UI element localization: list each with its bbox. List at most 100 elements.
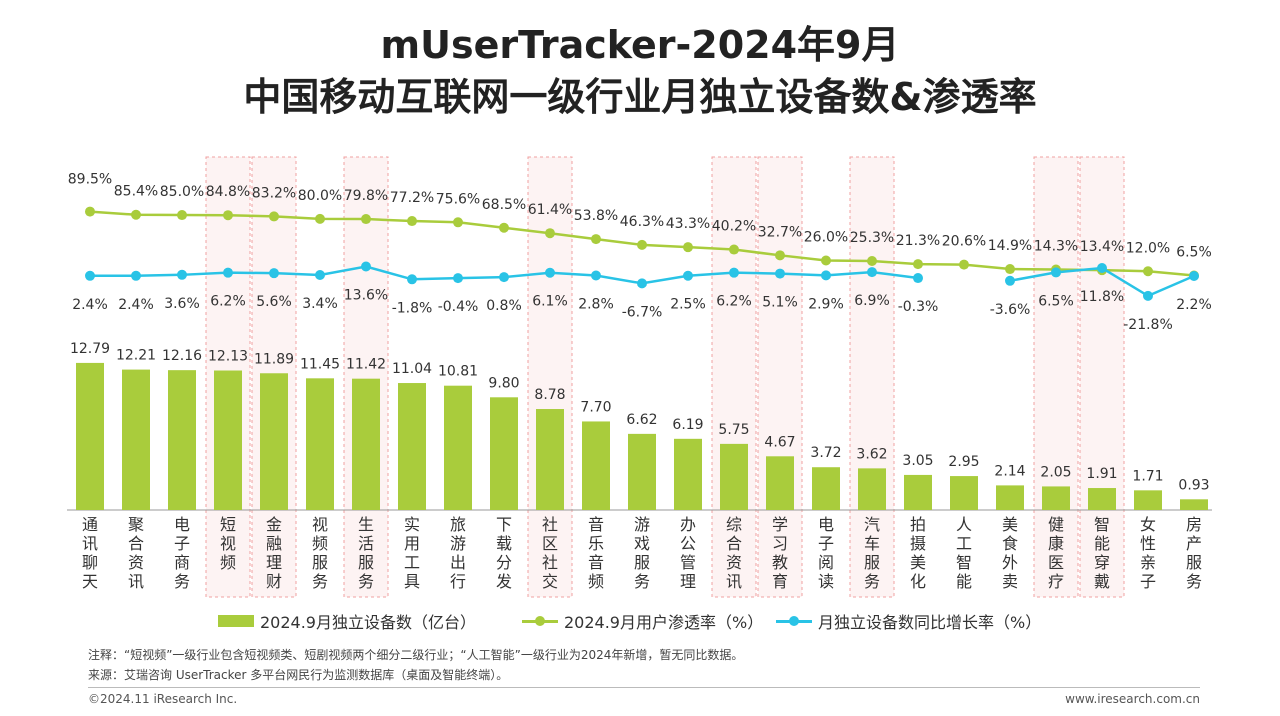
bar [720, 443, 748, 510]
category-label: 实用工具 [404, 515, 420, 591]
penetration-point [545, 228, 555, 239]
category-label: 综合资讯 [726, 515, 742, 591]
bar-value-label: 12.21 [116, 348, 156, 364]
penetration-point [223, 210, 233, 221]
category-label: 办公管理 [680, 515, 696, 591]
growth-value-label: 2.8% [578, 296, 614, 312]
category-label: 女性亲子 [1140, 515, 1156, 591]
highlight-box [1033, 156, 1079, 598]
chart-legend: 2024.9月独立设备数（亿台） 2024.9月用户渗透率（%） 月独立设备数同… [0, 608, 1280, 634]
bar-value-label: 11.42 [346, 357, 386, 373]
bar-value-label: 11.89 [254, 351, 294, 367]
bar-value-label: 10.81 [438, 364, 478, 380]
growth-value-label: -21.8% [1123, 317, 1173, 333]
growth-value-label: 6.5% [1038, 293, 1074, 309]
growth-point [1097, 263, 1107, 274]
bar-value-label: 2.14 [994, 463, 1025, 479]
growth-value-label: -6.7% [622, 304, 663, 320]
bar-value-label: 6.62 [626, 412, 657, 428]
penetration-value-label: 26.0% [804, 229, 848, 245]
penetration-value-label: 20.6% [942, 234, 986, 250]
penetration-value-label: 77.2% [390, 190, 434, 206]
penetration-value-label: 6.5% [1176, 244, 1212, 260]
bar-value-label: 1.71 [1132, 468, 1163, 484]
bar [122, 369, 150, 510]
penetration-point [959, 259, 969, 270]
penetration-value-label: 89.5% [68, 172, 112, 188]
growth-value-label: -3.6% [990, 302, 1031, 318]
highlight-box [343, 156, 389, 598]
bar [858, 468, 886, 510]
chart-title-line2: 中国移动互联网一级行业月独立设备数&渗透率 [243, 75, 1037, 119]
penetration-point [775, 250, 785, 261]
growth-value-label: -1.8% [392, 300, 433, 316]
bar-value-label: 1.91 [1086, 466, 1117, 482]
growth-point [1143, 290, 1153, 301]
penetration-point [867, 256, 877, 267]
penetration-point [591, 234, 601, 245]
category-label: 拍摄美化 [910, 515, 926, 591]
category-label: 下载分发 [496, 515, 512, 591]
growth-value-label: 2.5% [670, 297, 706, 313]
penetration-value-label: 46.3% [620, 214, 664, 230]
growth-value-label: 11.8% [1080, 289, 1124, 305]
growth-value-label: 3.6% [164, 296, 200, 312]
penetration-value-label: 84.8% [206, 184, 250, 200]
penetration-point [453, 217, 463, 228]
category-label: 游戏服务 [634, 515, 650, 591]
footer-copyright: ©2024.11 iResearch Inc. [88, 692, 238, 706]
bar-value-label: 5.75 [718, 422, 749, 438]
bar [628, 433, 656, 510]
growth-value-label: 6.2% [210, 294, 246, 310]
bar [996, 485, 1024, 510]
legend-growth-series: 月独立设备数同比增长率（%） [776, 608, 1041, 634]
bar-value-label: 12.79 [70, 341, 110, 357]
penetration-value-label: 79.8% [344, 188, 388, 204]
bar [1180, 499, 1208, 510]
growth-value-label: 6.2% [716, 294, 752, 310]
legend-penetration-series: 2024.9月用户渗透率（%） [522, 608, 763, 634]
growth-point [315, 269, 325, 280]
growth-value-label: 5.6% [256, 294, 292, 310]
bar [306, 378, 334, 510]
growth-point [1051, 267, 1061, 278]
category-label: 学习教育 [772, 515, 788, 591]
bar [950, 476, 978, 510]
bar-value-label: 2.95 [948, 454, 979, 470]
bar [674, 438, 702, 510]
highlight-box [849, 156, 895, 598]
category-label: 电子商务 [174, 515, 190, 591]
category-label: 聚合资讯 [128, 515, 144, 591]
legend-penetration-label: 2024.9月用户渗透率（%） [564, 613, 764, 632]
bar-value-label: 6.19 [672, 417, 703, 433]
growth-value-label: 2.2% [1176, 297, 1212, 313]
bar-value-label: 11.04 [392, 361, 432, 377]
bar [766, 456, 794, 510]
penetration-point [361, 214, 371, 225]
growth-value-label: 2.4% [118, 297, 154, 313]
growth-point [131, 270, 141, 281]
growth-value-label: 13.6% [344, 288, 388, 304]
bar-value-label: 3.05 [902, 453, 933, 469]
penetration-value-label: 14.3% [1034, 238, 1078, 254]
penetration-value-label: 53.8% [574, 208, 618, 224]
penetration-point [913, 259, 923, 270]
legend-bar-series: 2024.9月独立设备数（亿台） [218, 608, 476, 634]
legend-bar-label: 2024.9月独立设备数（亿台） [260, 613, 476, 632]
bar [536, 409, 564, 510]
bar-value-label: 8.78 [534, 387, 565, 403]
bar-value-label: 2.05 [1040, 464, 1071, 480]
chart-title-line1: mUserTracker-2024年9月 [380, 23, 900, 67]
category-label: 视频服务 [312, 515, 328, 591]
highlight-box [1079, 156, 1125, 598]
penetration-point [499, 222, 509, 233]
category-label: 金融理财 [266, 515, 282, 591]
penetration-point [1143, 266, 1153, 277]
legend-penetration-swatch [522, 615, 558, 626]
growth-point [499, 272, 509, 283]
penetration-value-label: 43.3% [666, 216, 710, 232]
category-label: 美食外卖 [1002, 515, 1018, 591]
bar [904, 474, 932, 510]
penetration-point [269, 211, 279, 222]
